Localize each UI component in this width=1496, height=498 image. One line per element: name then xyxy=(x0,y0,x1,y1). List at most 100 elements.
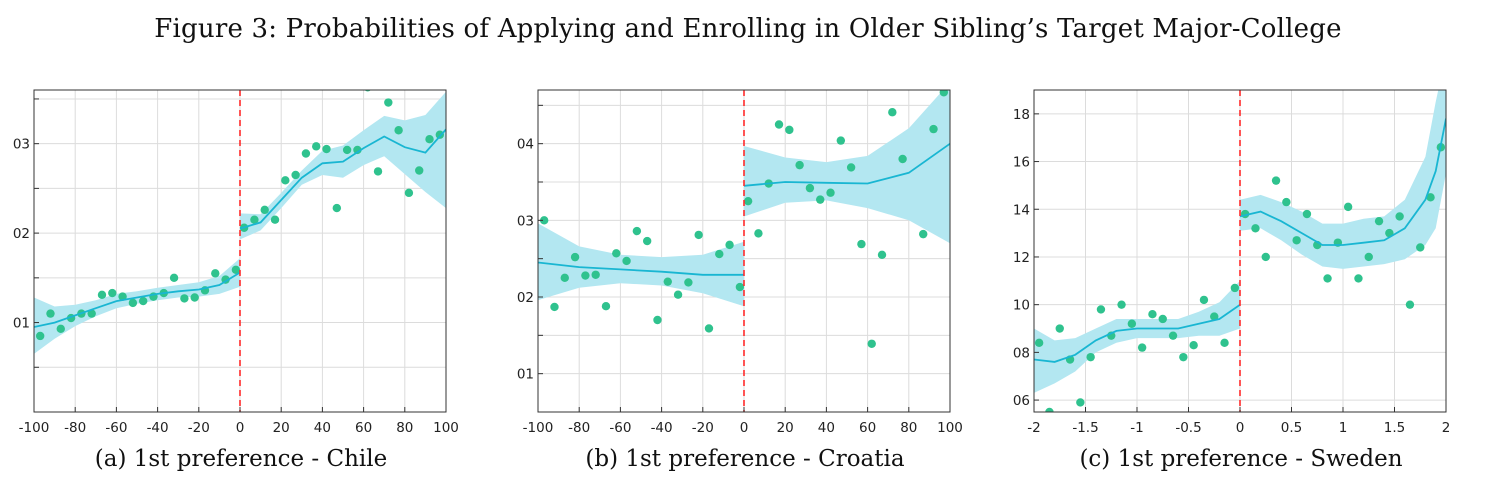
data-point xyxy=(1426,193,1435,202)
x-tick-label: 40 xyxy=(314,420,331,436)
caption-croatia: (b) 1st preference - Croatia xyxy=(585,446,905,472)
data-point xyxy=(795,160,804,170)
data-point xyxy=(435,130,445,139)
data-point xyxy=(743,196,753,206)
x-tick-label: -2 xyxy=(1027,420,1040,436)
data-point xyxy=(1364,252,1373,262)
confidence-band-right xyxy=(744,90,950,244)
fit-line-left xyxy=(1034,303,1241,363)
x-tick-label: -20 xyxy=(692,420,714,436)
chart-croatia: -100 -80 -60 -40 -20 0 20 40 60 80 100 01 02 03 04 xyxy=(517,89,963,436)
data-point xyxy=(1034,338,1044,348)
fit-line-right xyxy=(1239,118,1446,246)
chart-sweden: -2 -1.5 -1 -0.5 0 0.5 1 1.5 2 06 08 10 12 14 16 18 xyxy=(1013,89,1451,436)
chart-chile: -100 -80 -60 -40 -20 0 20 40 60 80 100 01 02 03 xyxy=(13,89,459,436)
data-point xyxy=(725,240,734,250)
data-point xyxy=(550,302,559,312)
data-point xyxy=(291,170,300,180)
data-point xyxy=(1251,224,1260,233)
x-tick-label: 0 xyxy=(740,420,749,436)
data-point xyxy=(601,302,611,311)
data-point xyxy=(1343,202,1353,212)
x-tick-label: -1 xyxy=(1130,420,1143,436)
data-point xyxy=(1374,216,1384,226)
data-point xyxy=(87,309,96,318)
x-tick-label: 2 xyxy=(1442,420,1451,436)
confidence-band-left xyxy=(1034,280,1240,393)
data-point xyxy=(857,239,866,249)
data-point xyxy=(231,265,241,274)
data-point xyxy=(1323,274,1332,283)
data-point xyxy=(1148,310,1157,319)
x-tick-label: 40 xyxy=(818,420,835,436)
data-point xyxy=(169,273,179,283)
x-tick-label: 100 xyxy=(433,420,459,436)
plot-area xyxy=(1034,90,1446,412)
data-point xyxy=(1354,274,1363,283)
data-point xyxy=(353,145,362,155)
figure-title: Figure 3: Probabilities of Applying and … xyxy=(154,14,1342,44)
x-tick-label: 60 xyxy=(355,420,372,436)
y-tick-label: 18 xyxy=(1013,107,1030,123)
data-point xyxy=(1395,212,1404,221)
y-tick-label: 01 xyxy=(13,316,30,332)
data-point xyxy=(1117,300,1126,309)
data-point xyxy=(281,176,290,185)
data-point xyxy=(684,278,693,287)
data-point xyxy=(632,226,642,236)
data-point xyxy=(260,205,269,215)
data-point xyxy=(1076,398,1085,407)
data-point xyxy=(846,163,856,172)
data-point xyxy=(312,142,321,151)
y-tick-label: 12 xyxy=(1013,250,1030,266)
data-point xyxy=(211,269,220,278)
data-point xyxy=(560,273,569,283)
data-point xyxy=(911,90,915,91)
data-point xyxy=(180,294,189,303)
data-point xyxy=(785,125,794,135)
x-tick-label: 0 xyxy=(1236,420,1245,436)
x-tick-label: -20 xyxy=(188,420,210,436)
data-point xyxy=(425,134,434,144)
data-point xyxy=(591,270,600,279)
data-point xyxy=(404,188,414,198)
data-point xyxy=(250,215,259,224)
fit-line-left xyxy=(538,261,744,276)
x-tick-label: -40 xyxy=(651,420,673,436)
y-tick-label: 04 xyxy=(517,137,534,153)
data-point xyxy=(929,124,938,134)
data-point xyxy=(1158,314,1167,324)
x-tick-label: -100 xyxy=(19,420,50,436)
data-point xyxy=(373,167,383,176)
data-point xyxy=(715,249,724,259)
data-point xyxy=(1189,341,1198,350)
data-point xyxy=(332,203,342,213)
data-point xyxy=(1168,331,1178,340)
data-point xyxy=(190,293,199,302)
y-tick-label: 02 xyxy=(13,226,30,242)
data-point xyxy=(570,252,580,262)
x-tick-label: 20 xyxy=(273,420,290,436)
data-point xyxy=(35,331,45,341)
data-point xyxy=(1179,352,1188,362)
chart-panel-croatia: -100 -80 -60 -40 -20 0 20 40 60 80 100 01 02 03 04 (b)… xyxy=(510,82,980,494)
data-point xyxy=(816,195,825,204)
data-point xyxy=(46,309,55,318)
x-tick-label: 1 xyxy=(1339,420,1348,436)
x-tick-label: 1.5 xyxy=(1384,420,1405,436)
data-point xyxy=(1220,338,1229,348)
data-point xyxy=(539,216,549,225)
data-point xyxy=(1230,283,1240,293)
data-point xyxy=(1086,352,1095,362)
data-point xyxy=(612,249,621,258)
data-point xyxy=(1127,319,1137,328)
data-point xyxy=(826,188,835,197)
y-tick-label: 08 xyxy=(1013,345,1030,361)
data-point xyxy=(270,215,280,224)
data-point xyxy=(622,256,631,266)
data-point xyxy=(118,292,127,301)
data-point xyxy=(735,282,745,292)
fit-line-left xyxy=(34,271,241,328)
data-point xyxy=(939,90,949,97)
x-tick-label: 80 xyxy=(900,420,917,436)
